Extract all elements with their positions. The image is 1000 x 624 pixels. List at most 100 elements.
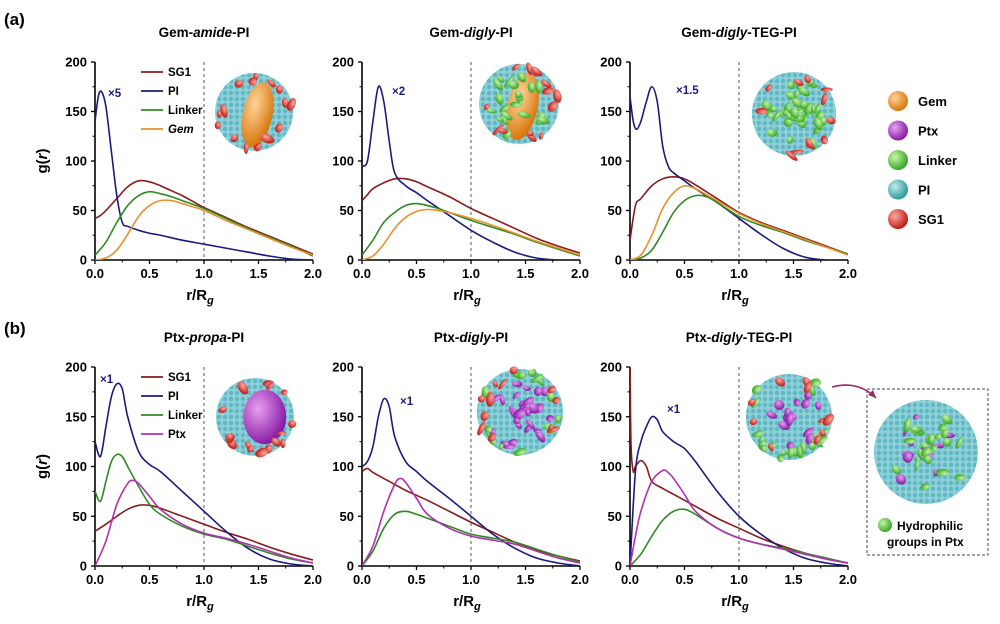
y-tick-label: 200 xyxy=(332,360,354,375)
x-tick-label: 2.0 xyxy=(571,266,589,281)
chart-title-italic: digly xyxy=(464,25,497,40)
legend-label-gem: Gem xyxy=(168,124,194,136)
micelle-linker-group xyxy=(514,91,523,99)
micelle-sg1-group xyxy=(819,429,826,437)
x-axis-label-main: r/R xyxy=(186,593,207,610)
y-tick-label: 100 xyxy=(332,459,354,474)
micelle-sg1-group xyxy=(248,77,257,86)
micelle-linker-group xyxy=(935,469,951,477)
micelle-linker-group xyxy=(798,87,810,97)
micelle-linker-group xyxy=(495,93,504,105)
x-tick-label: 1.5 xyxy=(249,266,267,281)
y-axis-label-g: g( xyxy=(34,465,51,479)
x-tick-label: 0.5 xyxy=(675,572,693,587)
micelle-drug-patch xyxy=(511,380,523,388)
micelle-sg1-group xyxy=(759,444,767,452)
micelle-drug-patch xyxy=(766,411,778,419)
micelle-linker-group xyxy=(533,428,542,433)
micelle-linker-group xyxy=(769,105,777,113)
chart-title-suffix: -PI xyxy=(491,330,508,345)
y-tick-label: 0 xyxy=(615,253,622,268)
micelle-linker-group xyxy=(786,104,792,114)
x-tick-label: 2.0 xyxy=(839,266,857,281)
micelle-sg1-group xyxy=(517,371,526,380)
micelle-sg1-group xyxy=(547,101,558,112)
micelle-insets xyxy=(214,62,978,504)
micelle-linker-group xyxy=(813,103,822,114)
series-line-sg1 xyxy=(630,366,848,564)
x-tick-label: 1.0 xyxy=(195,572,213,587)
x-tick-label: 0.5 xyxy=(140,266,158,281)
pi-scale-label: ×2 xyxy=(392,86,405,98)
legend-label-linker: Linker xyxy=(168,105,203,117)
micelle-linker-group xyxy=(927,433,935,446)
y-tick-label: 100 xyxy=(65,154,87,169)
micelle-linker-group xyxy=(794,90,799,99)
micelle-sg1-group xyxy=(805,137,815,150)
x-axis-label-main: r/R xyxy=(721,593,742,610)
micelle-drug-patch xyxy=(785,412,794,427)
x-axis-label-sub: g xyxy=(473,601,481,613)
y-axis-label-close: ) xyxy=(34,454,51,459)
panel-gem-amide-pi: Gem-amide-PI 0 50 100 150 200 0.0 0.5 1.0 1.5 2.0 r… xyxy=(34,25,322,307)
zoom-box: Hydrophilic groups in Ptx xyxy=(831,384,989,556)
series-line-linker xyxy=(95,190,313,257)
micelle-linker-group xyxy=(499,104,510,113)
micelle-linker-group xyxy=(527,81,536,93)
micelle-linker-group xyxy=(525,408,531,417)
micelle-sg1-group xyxy=(254,142,262,150)
micelle-sg1-group xyxy=(755,107,768,115)
micelle-linker-group xyxy=(496,117,505,122)
zoom-arrowhead xyxy=(868,390,876,398)
y-tick-label: 50 xyxy=(340,203,354,218)
x-axis-label-sub: g xyxy=(473,295,481,307)
micelle-linker-group xyxy=(910,426,922,433)
micelle-sg1-group xyxy=(281,389,288,396)
legend-sphere-ptx-icon xyxy=(888,120,908,141)
chart-title: Gem-amide-PI xyxy=(159,25,250,40)
chart-title-prefix: Ptx- xyxy=(164,330,190,345)
micelle-sg1-group xyxy=(214,121,221,130)
y-tick-label: 0 xyxy=(347,559,354,574)
panel-gem-digly-pi: Gem-digly-PI 0 50 100 150 200 0.0 0.5 1.0 1.5 2.0 r… xyxy=(332,25,589,307)
micelle-sg1-group xyxy=(548,424,554,431)
micelle-linker-group xyxy=(923,455,932,465)
micelle-sg1-group xyxy=(477,421,486,436)
micelle-sg1-group xyxy=(803,381,812,394)
micelle-linker-group xyxy=(891,465,902,475)
series-line-sg1 xyxy=(362,467,580,562)
x-tick-label: 1.5 xyxy=(249,572,267,587)
panel-gem-digly-teg-pi: Gem-digly-TEG-PI 0 50 100 150 200 0.0 0.5 1.0 1.5… xyxy=(600,25,857,307)
micelle-sg1-group xyxy=(288,420,297,428)
legend-label-pi: PI xyxy=(168,391,179,403)
series-line-pi xyxy=(362,85,580,260)
x-axis-label-sub: g xyxy=(206,601,214,613)
micelle-linker-group xyxy=(955,436,963,449)
x-axis-label-sub: g xyxy=(741,601,749,613)
micelle-sg1-group xyxy=(552,396,560,404)
micelle-linker-group xyxy=(510,101,522,108)
legend-label-ptx: Ptx xyxy=(168,429,187,441)
micelle-snapshot xyxy=(214,72,297,154)
micelle-sg1-group xyxy=(480,411,489,421)
micelle-linker-group xyxy=(492,78,504,91)
side-legend-label-gem: Gem xyxy=(918,94,947,109)
legend-sphere-pi-icon xyxy=(888,179,908,200)
micelle-drug-patch xyxy=(895,474,907,485)
series-line-pi xyxy=(362,397,580,566)
y-tick-label: 0 xyxy=(347,253,354,268)
micelle-sg1-group xyxy=(751,384,762,395)
micelle-linker-group xyxy=(813,117,823,131)
micelle-sg1-group xyxy=(255,447,269,458)
chart-title-prefix: Gem- xyxy=(159,25,194,40)
micelle-sg1-group xyxy=(247,445,254,453)
x-axis-label: r/Rg xyxy=(721,593,749,613)
pi-scale-label: ×1.5 xyxy=(676,85,699,97)
micelle-drug-patch xyxy=(801,398,811,409)
zoom-arrow xyxy=(831,384,877,399)
micelle-drug-patch xyxy=(902,451,913,463)
x-axis-label-sub: g xyxy=(741,295,749,307)
x-axis-label-main: r/R xyxy=(186,287,207,304)
micelle-drug-patch xyxy=(540,386,549,397)
micelle-sg1-group xyxy=(509,366,518,375)
